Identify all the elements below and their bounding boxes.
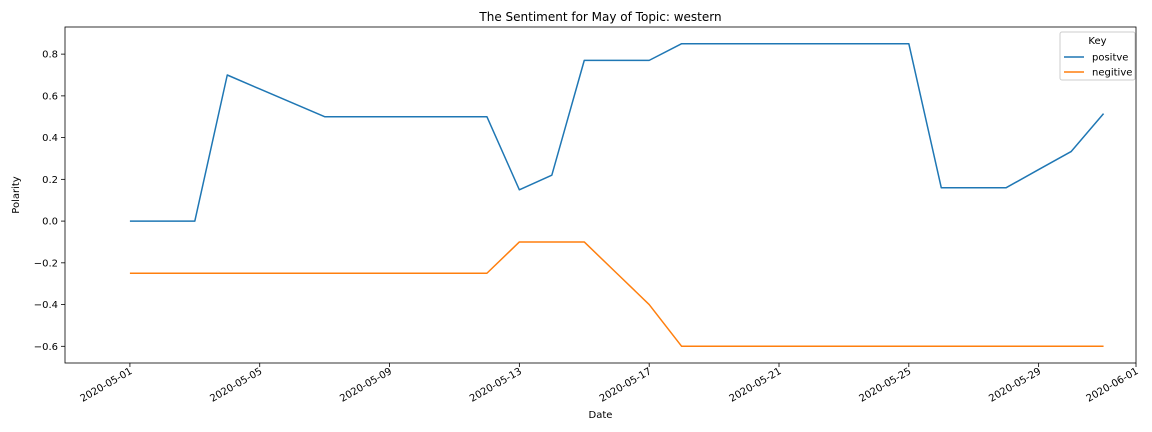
series-line-negitive [129, 241, 1104, 348]
x-tick-label: 2020-05-13 [468, 366, 524, 405]
y-tick-label: −0.2 [34, 258, 58, 269]
legend-label-negitive: negitive [1092, 68, 1132, 79]
legend-box [1059, 31, 1136, 81]
x-tick-label: 2020-05-09 [338, 366, 394, 405]
plot-area [129, 42, 1105, 348]
y-tick-label: 0.8 [42, 50, 58, 61]
legend: Key positve negitive [1059, 31, 1136, 81]
series-line-positve [129, 42, 1105, 222]
y-tick-label: −0.4 [34, 300, 58, 311]
x-tick-label: 2020-05-25 [857, 366, 913, 405]
x-axis: 2020-05-01 2020-05-05 2020-05-09 2020-05-13… [79, 363, 1141, 405]
x-tick-label: 2020-05-05 [208, 366, 264, 405]
y-axis: 0.8 0.6 0.4 0.2 0.0 −0.2 −0.4 −0.6 [34, 50, 65, 353]
y-axis-label: Polarity [11, 176, 22, 214]
x-tick-label: 2020-05-29 [987, 366, 1043, 405]
y-tick-label: 0.0 [42, 217, 58, 228]
x-tick-label: 2020-06-01 [1085, 366, 1141, 405]
x-tick-label: 2020-05-17 [598, 366, 654, 405]
y-tick-label: 0.4 [42, 133, 58, 144]
y-tick-label: −0.6 [34, 342, 58, 353]
x-tick-label: 2020-05-21 [728, 366, 784, 405]
y-tick-label: 0.6 [42, 91, 58, 102]
plot-frame [64, 26, 1137, 364]
legend-title: Key [1088, 36, 1106, 47]
x-tick-label: 2020-05-01 [79, 366, 135, 405]
legend-label-positve: positve [1092, 53, 1128, 64]
chart-title: The Sentiment for May of Topic: western [478, 10, 721, 24]
y-tick-label: 0.2 [42, 175, 58, 186]
x-axis-label: Date [589, 410, 613, 421]
